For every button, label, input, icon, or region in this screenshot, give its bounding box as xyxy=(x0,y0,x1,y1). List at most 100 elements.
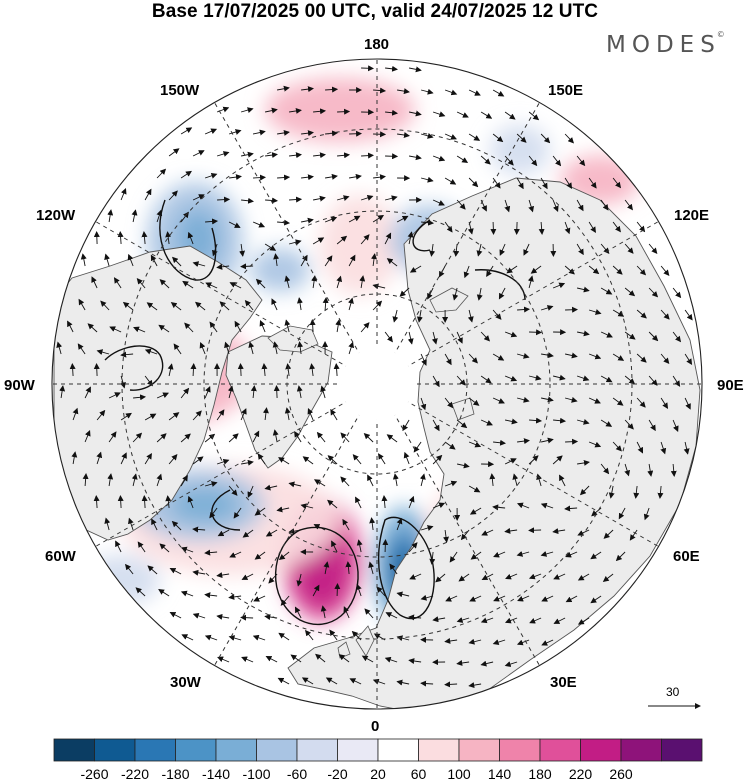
wind-arrow xyxy=(458,573,470,582)
wind-arrow xyxy=(182,280,194,289)
wind-arrow xyxy=(104,253,110,267)
wind-arrow xyxy=(144,452,152,465)
wind-arrow xyxy=(384,232,392,245)
wind-arrow xyxy=(184,322,194,333)
wind-arrow xyxy=(168,148,180,157)
wind-arrow xyxy=(323,561,330,575)
wind-arrow xyxy=(588,221,596,234)
wind-arrow xyxy=(128,517,134,531)
wind-arrow xyxy=(517,595,530,602)
wind-arrow xyxy=(552,199,559,213)
wind-arrow xyxy=(456,462,470,469)
wind-arrow xyxy=(647,463,654,477)
wind-arrow xyxy=(216,458,230,465)
wind-arrow xyxy=(564,177,573,189)
wind-arrow xyxy=(192,410,202,421)
wind-arrow xyxy=(277,85,290,92)
wind-arrow xyxy=(476,287,483,301)
wind-arrow xyxy=(577,573,590,581)
anomaly-region xyxy=(80,555,160,605)
wind-arrow xyxy=(156,392,170,399)
wind-arrow xyxy=(300,503,314,510)
wind-arrow xyxy=(504,418,518,425)
wind-arrow xyxy=(229,174,242,181)
meridian-line xyxy=(376,383,543,671)
meridian-line xyxy=(376,97,543,385)
wind-arrow xyxy=(540,437,554,444)
wind-arrow xyxy=(492,177,501,189)
wind-arrow xyxy=(247,485,254,498)
wind-arrow xyxy=(540,305,554,311)
wind-arrow xyxy=(420,176,434,183)
wind-arrow xyxy=(284,407,291,421)
wind-arrow xyxy=(409,573,422,580)
colorbar-tick-label: 100 xyxy=(447,766,471,782)
wind-arrow xyxy=(432,199,445,206)
wind-arrow xyxy=(151,518,158,531)
wind-arrow xyxy=(277,129,290,136)
wind-arrow xyxy=(71,451,78,465)
wind-arrow xyxy=(241,459,254,466)
wind-arrow xyxy=(147,565,158,575)
wind-arrow xyxy=(516,133,527,143)
wind-arrow xyxy=(372,300,383,311)
wind-arrow xyxy=(301,174,315,181)
wind-arrow xyxy=(239,243,246,257)
wind-arrow xyxy=(468,397,480,406)
wind-arrow xyxy=(77,343,86,355)
wind-arrow xyxy=(216,263,230,270)
wind-arrow xyxy=(156,433,167,443)
wind-arrow xyxy=(242,529,254,538)
wind-arrow xyxy=(168,454,178,465)
wind-arrow xyxy=(381,495,388,509)
wind-arrow xyxy=(240,408,247,421)
wind-arrow xyxy=(368,561,375,575)
wind-arrow xyxy=(420,594,434,601)
wind-arrow xyxy=(156,168,167,179)
wind-arrow xyxy=(313,195,326,202)
wind-arrow xyxy=(192,194,205,201)
wind-arrow xyxy=(373,174,386,181)
wind-arrow xyxy=(588,441,602,448)
wind-arrow xyxy=(463,265,470,279)
wind-arrow xyxy=(618,507,626,520)
wind-arrow xyxy=(480,331,491,342)
wind-arrow xyxy=(612,353,625,361)
wind-arrow xyxy=(216,409,225,421)
wind-arrow xyxy=(168,190,178,201)
wind-arrow xyxy=(684,397,691,410)
wind-arrow xyxy=(528,573,542,580)
wind-arrow xyxy=(327,455,338,465)
wind-arrow xyxy=(636,265,647,276)
wind-arrow xyxy=(120,452,127,465)
wind-arrow xyxy=(492,133,504,143)
wind-arrow xyxy=(538,221,545,235)
wind-arrow xyxy=(165,231,172,245)
wind-arrow xyxy=(364,608,374,619)
wind-arrow xyxy=(209,507,218,519)
wind-arrow xyxy=(329,629,338,641)
wind-arrow xyxy=(272,429,279,443)
wind-arrow xyxy=(84,429,91,443)
wind-arrow xyxy=(120,351,134,358)
wind-arrow xyxy=(343,606,350,619)
wind-arrow xyxy=(301,86,314,93)
wind-arrow xyxy=(288,481,302,488)
wind-arrow xyxy=(265,152,278,159)
wind-arrow xyxy=(624,287,636,297)
wind-arrow xyxy=(444,441,456,450)
colorbar-tick-label: 260 xyxy=(609,766,633,782)
wind-arrow xyxy=(559,474,566,487)
wind-arrow xyxy=(355,496,362,509)
lon-label-180: 180 xyxy=(364,36,390,53)
wind-arrow xyxy=(133,394,147,401)
wind-arrow xyxy=(552,155,562,167)
wind-arrow xyxy=(169,612,182,619)
wind-arrow xyxy=(87,323,98,333)
wind-arrow xyxy=(324,216,338,223)
wind-arrow xyxy=(187,231,194,245)
wind-arrow xyxy=(386,434,398,443)
wind-arrow xyxy=(165,495,172,509)
wind-arrow xyxy=(608,485,615,499)
wind-arrow xyxy=(180,546,194,553)
